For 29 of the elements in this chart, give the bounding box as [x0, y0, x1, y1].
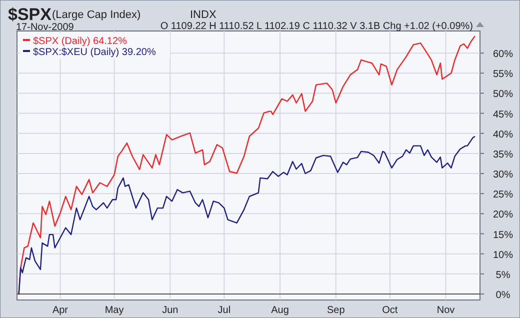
x-tick-label: Jul — [218, 305, 231, 316]
text: INDX — [190, 9, 217, 21]
y-tick-label: 35% — [492, 149, 514, 160]
y-tick-label: 40% — [492, 129, 514, 140]
y-tick-label: 45% — [492, 109, 514, 120]
y-tick-label: 30% — [492, 170, 514, 181]
y-tick-label: 55% — [492, 69, 514, 80]
y-tick-label: 15% — [492, 230, 514, 241]
x-tick-label: Apr — [52, 305, 69, 316]
chart-subtitle: 17-Nov-2009 — [16, 22, 74, 33]
line-series — [18, 136, 476, 295]
text: (Large Cap Index) — [52, 9, 141, 21]
y-tick-label: 50% — [492, 89, 514, 100]
x-tick-label: Aug — [271, 305, 289, 316]
legend-label: $SPX (Daily) 64.12% — [33, 36, 128, 47]
x-tick-label: Nov — [436, 305, 455, 316]
legend-label: $SPX:$XEU (Daily) 39.20% — [33, 47, 156, 58]
x-tick-label: Jun — [162, 305, 178, 316]
x-tick-label: Sep — [326, 305, 346, 316]
y-tick-label: 20% — [492, 210, 514, 221]
y-tick-label: 0% — [496, 290, 510, 301]
y-tick-label: 10% — [492, 250, 514, 261]
chart-title: $SPX — [8, 5, 52, 24]
x-tick-label: Oct — [382, 305, 398, 316]
x-tick-label: May — [104, 305, 124, 316]
y-tick-label: 5% — [496, 270, 510, 281]
annotation: O 1109.22 H 1110.52 L 1102.19 C 1110.32 V 3.1B Chg +1.02 (+0.09%) — [160, 21, 473, 32]
y-tick-label: 60% — [492, 49, 514, 60]
y-tick-label: 25% — [492, 190, 514, 201]
